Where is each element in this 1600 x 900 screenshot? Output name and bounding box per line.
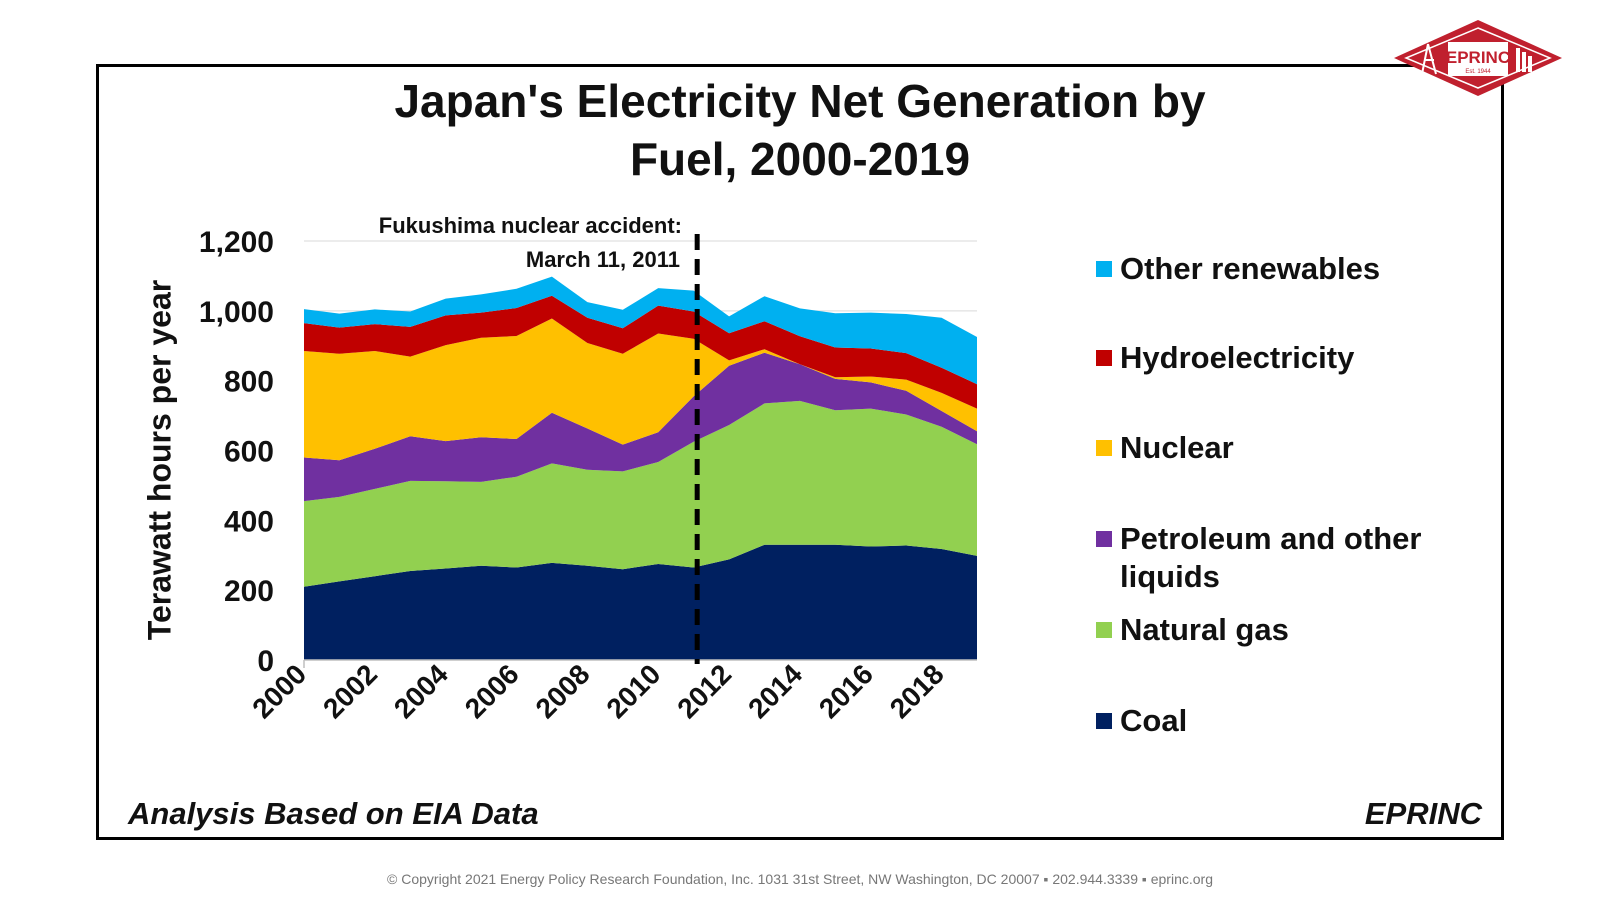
y-tick-label: 600 [224,436,274,469]
x-tick-label: 2012 [671,658,737,724]
footer-copyright: © Copyright 2021 Energy Policy Research … [387,871,1213,887]
legend-label-petroleum: Petroleum and other liquids [1120,521,1422,594]
legend-item-nuclear: Nuclear [1096,429,1490,467]
legend-swatch-petroleum [1096,531,1112,547]
x-tick-label: 2010 [600,658,666,724]
y-tick-label: 1,200 [199,226,274,259]
chart-title: Japan's Electricity Net Generation by Fu… [96,72,1504,188]
legend-swatch-natural-gas [1096,622,1112,638]
area-series-nuclear [304,318,977,461]
x-tick-label: 2016 [813,658,879,724]
y-tick-label: 0 [257,645,274,678]
y-tick-label: 400 [224,505,274,538]
x-tick-label: 2008 [530,658,596,724]
area-series-petroleum-and-other-liquids [304,352,977,502]
eprinc-logo: EPRINC Est. 1944 [1394,20,1562,96]
legend-item-hydroelectricity: Hydroelectricity [1096,339,1490,377]
chart-title-line-2: Fuel, 2000-2019 [629,133,971,185]
area-series-other-renewables [304,276,977,385]
legend-item-other-renewables: Other renewables [1096,250,1490,288]
legend-item-natural-gas: Natural gas [1096,611,1490,649]
logo-est: Est. 1944 [1465,69,1491,75]
x-tick-label: 2014 [742,658,808,724]
legend-label-nuclear: Nuclear [1120,430,1234,465]
legend-swatch-nuclear [1096,440,1112,456]
y-tick-label: 1,000 [199,296,274,329]
legend-label-other-renewables: Other renewables [1120,251,1381,286]
legend-swatch-hydroelectricity [1096,350,1112,366]
logo-text: EPRINC [1446,48,1510,67]
y-tick-label: 800 [224,366,274,399]
legend-label-hydroelectricity: Hydroelectricity [1120,340,1355,375]
area-series-hydroelectricity [304,295,977,409]
source-note: Analysis Based on EIA Data [128,796,539,831]
legend-label-coal: Coal [1120,703,1188,738]
x-tick-label: 2018 [884,658,950,724]
legend-item-petroleum: Petroleum and other liquids [1096,520,1490,596]
annotation-line-1: Fukushima nuclear accident: [379,213,682,238]
legend-label-natural-gas: Natural gas [1120,612,1289,647]
area-series-natural-gas [304,400,977,587]
brand-label: EPRINC [1364,796,1482,831]
x-tick-label: 2004 [388,658,454,724]
x-tick-label: 2000 [246,658,312,724]
legend-swatch-coal [1096,713,1112,729]
legend-swatch-other-renewables [1096,261,1112,277]
annotation-line-2: March 11, 2011 [526,247,680,272]
logo-plate [1448,42,1508,76]
chart-title-line-1: Japan's Electricity Net Generation by [394,75,1206,127]
x-tick-label: 2002 [317,658,383,724]
area-series-coal [304,544,977,660]
legend-item-coal: Coal [1096,702,1490,740]
y-tick-label: 200 [224,575,274,608]
x-tick-label: 2006 [459,658,525,724]
